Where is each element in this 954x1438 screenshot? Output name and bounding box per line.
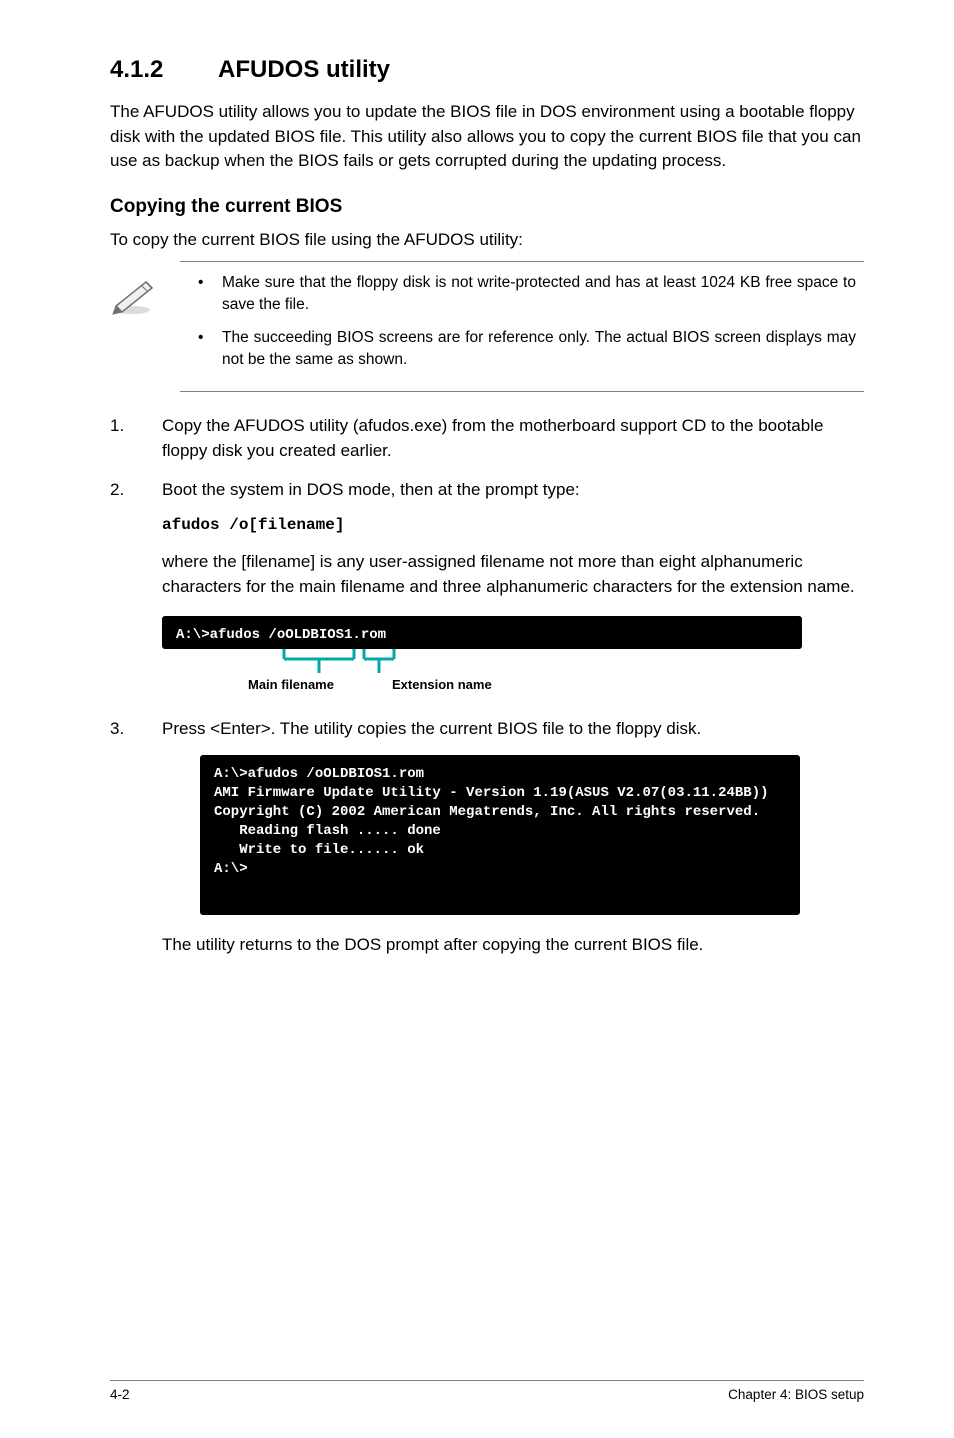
step-text: Boot the system in DOS mode, then at the…	[162, 480, 580, 499]
main-filename-label: Main filename	[248, 677, 334, 692]
intro-paragraph: The AFUDOS utility allows you to update …	[110, 100, 864, 174]
section-number: 4.1.2	[110, 56, 218, 84]
subheading: Copying the current BIOS	[110, 196, 864, 218]
pencil-note-icon	[110, 276, 158, 316]
page-footer: 4-2 Chapter 4: BIOS setup	[110, 1380, 864, 1402]
command-explanation: where the [filename] is any user-assigne…	[162, 550, 864, 599]
note-item: The succeeding BIOS screens are for refe…	[222, 327, 856, 372]
filename-diagram: Main filename Extension name	[162, 649, 802, 705]
step-item: 2. Boot the system in DOS mode, then at …	[110, 478, 864, 503]
note-list: Make sure that the floppy disk is not wr…	[188, 272, 856, 372]
steps-list: 1. Copy the AFUDOS utility (afudos.exe) …	[110, 414, 864, 502]
subintro: To copy the current BIOS file using the …	[110, 228, 864, 253]
terminal-block-2: A:\>afudos /oOLDBIOS1.rom AMI Firmware U…	[200, 755, 800, 915]
steps-list-continued: 3. Press <Enter>. The utility copies the…	[110, 717, 864, 742]
note-item: Make sure that the floppy disk is not wr…	[222, 272, 856, 317]
step-text: Press <Enter>. The utility copies the cu…	[162, 719, 701, 738]
terminal-output: A:\>afudos /oOLDBIOS1.rom	[162, 616, 802, 649]
terminal-output: A:\>afudos /oOLDBIOS1.rom AMI Firmware U…	[200, 755, 800, 915]
closing-paragraph: The utility returns to the DOS prompt af…	[162, 933, 864, 958]
step-number: 3.	[110, 717, 124, 742]
step-number: 1.	[110, 414, 124, 439]
terminal-block-1: A:\>afudos /oOLDBIOS1.rom Main filename …	[162, 616, 802, 705]
footer-chapter: Chapter 4: BIOS setup	[728, 1387, 864, 1402]
note-box: Make sure that the floppy disk is not wr…	[180, 261, 864, 393]
step-number: 2.	[110, 478, 124, 503]
command-line: afudos /o[filename]	[162, 516, 864, 534]
section-title: AFUDOS utility	[218, 56, 390, 83]
step-item: 3. Press <Enter>. The utility copies the…	[110, 717, 864, 742]
section-heading: 4.1.2AFUDOS utility	[110, 56, 864, 84]
step-item: 1. Copy the AFUDOS utility (afudos.exe) …	[110, 414, 864, 463]
extension-name-label: Extension name	[392, 677, 492, 692]
step-text: Copy the AFUDOS utility (afudos.exe) fro…	[162, 416, 823, 460]
footer-page-number: 4-2	[110, 1387, 130, 1402]
